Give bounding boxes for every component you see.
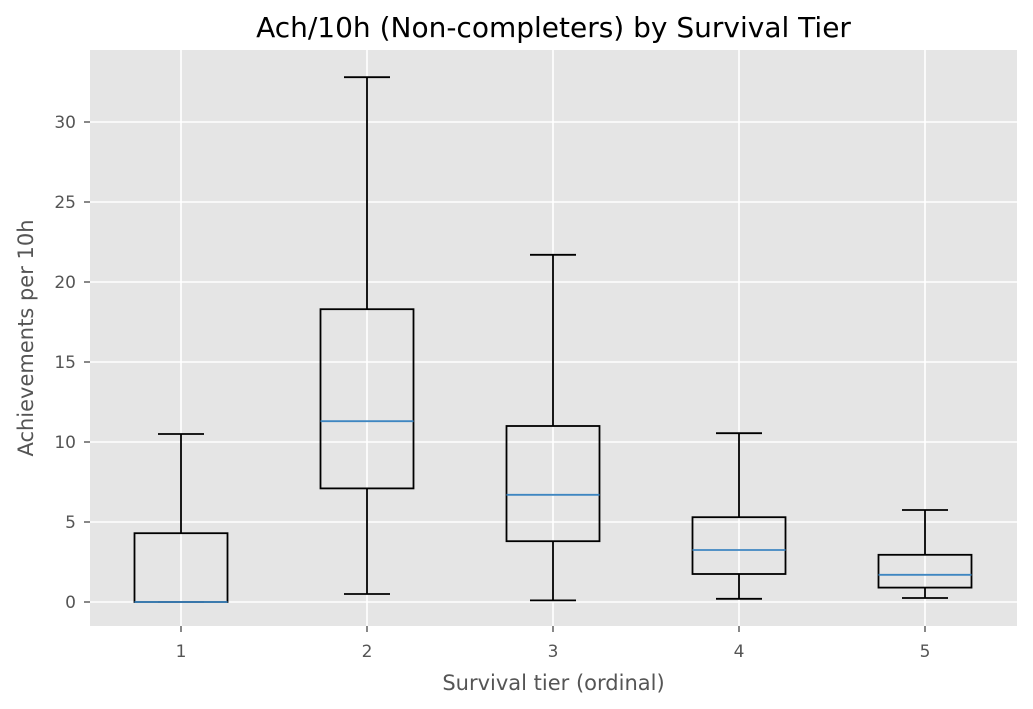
y-tick-label: 30 (54, 113, 76, 133)
box-group-tier-3 (505, 253, 601, 602)
y-tick-label: 5 (65, 513, 76, 533)
iqr-box (691, 516, 787, 575)
box-plots (133, 76, 973, 603)
x-tick-label: 2 (362, 642, 373, 662)
box-group-tier-5 (877, 509, 973, 599)
x-tick-label: 3 (548, 642, 559, 662)
box-group-tier-1 (133, 433, 229, 603)
y-tick-label: 0 (65, 593, 76, 613)
y-tick-label: 15 (54, 353, 76, 373)
box-group-tier-2 (319, 76, 415, 595)
x-tick-label: 1 (176, 642, 187, 662)
box-group-tier-4 (691, 432, 787, 600)
y-tick-label: 10 (54, 433, 76, 453)
x-tick-label: 4 (734, 642, 745, 662)
iqr-box (319, 308, 415, 490)
x-tick-label: 5 (920, 642, 931, 662)
axis-ticks: 0 5 10 15 20 25 30 1 2 3 4 5 (54, 113, 930, 662)
iqr-box (505, 425, 601, 543)
y-tick-label: 20 (54, 273, 76, 293)
iqr-box (877, 553, 973, 589)
y-axis-label: Achievements per 10h (14, 219, 38, 456)
y-tick-label: 25 (54, 193, 76, 213)
x-axis-label: Survival tier (ordinal) (442, 671, 664, 695)
chart-title: Ach/10h (Non-completers) by Survival Tie… (256, 11, 851, 44)
